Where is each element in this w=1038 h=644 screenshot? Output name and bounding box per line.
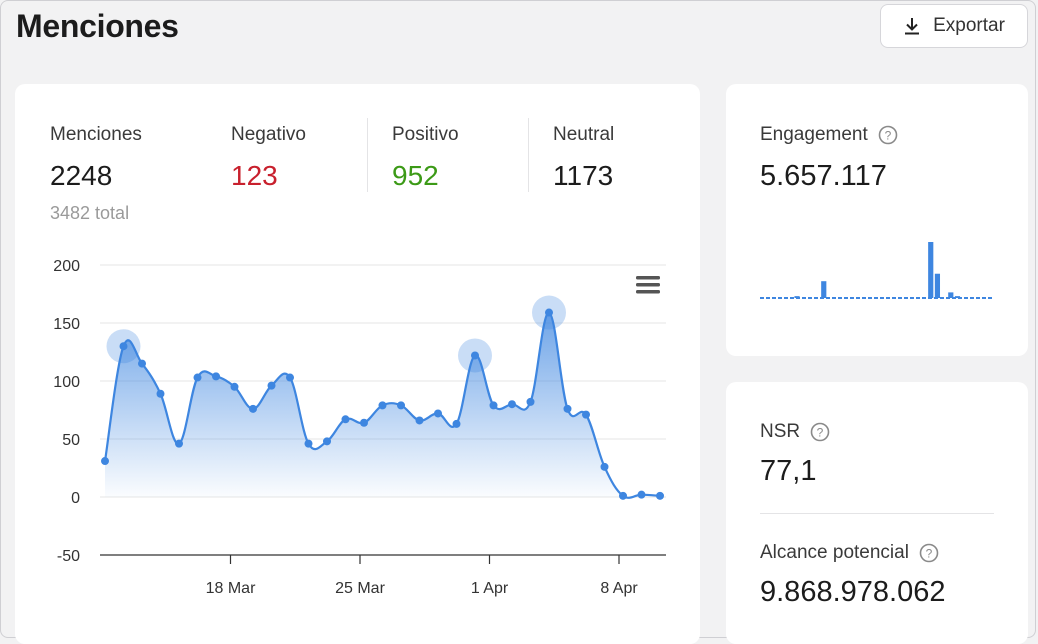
download-icon [905, 18, 920, 35]
data-point[interactable] [434, 409, 442, 418]
y-tick-label: 150 [53, 316, 80, 333]
data-point[interactable] [508, 400, 516, 409]
stat-positivo-label: Positivo [392, 124, 459, 145]
data-point[interactable] [582, 410, 590, 419]
nsr-label-row: NSR ? [760, 421, 830, 443]
data-point[interactable] [193, 373, 202, 382]
data-point[interactable] [360, 418, 368, 427]
stat-negativo: Negativo 123 [231, 124, 306, 192]
nsr-value: 77,1 [760, 455, 817, 487]
data-point[interactable] [637, 490, 646, 499]
data-point[interactable] [304, 439, 313, 448]
svg-text:?: ? [926, 547, 933, 561]
stat-divider [528, 118, 529, 192]
y-tick-label: -50 [57, 548, 80, 565]
engagement-sparkline [760, 242, 994, 299]
engagement-card [726, 84, 1028, 356]
data-point[interactable] [286, 373, 294, 382]
data-point[interactable] [397, 401, 405, 410]
data-point[interactable] [526, 397, 535, 406]
engagement-label-row: Engagement ? [760, 124, 898, 146]
svg-text:?: ? [817, 426, 824, 440]
data-point[interactable] [656, 491, 664, 500]
alcance-value: 9.868.978.062 [760, 576, 946, 608]
data-point[interactable] [619, 491, 627, 500]
stat-divider [367, 118, 368, 192]
x-tick-label: 8 Apr [600, 580, 638, 597]
data-point[interactable] [175, 439, 183, 448]
total-mentions-note: 3482 total [50, 203, 130, 223]
page-title: Menciones [16, 8, 179, 44]
data-point[interactable] [323, 437, 331, 446]
stat-neutral-value: 1173 [553, 160, 614, 191]
engagement-label: Engagement [760, 124, 868, 145]
data-point[interactable] [249, 404, 257, 413]
sparkline-bar [928, 242, 934, 298]
data-point[interactable] [415, 416, 424, 425]
stat-negativo-label: Negativo [231, 124, 306, 145]
alcance-label-row: Alcance potencial ? [760, 542, 939, 564]
data-point[interactable] [563, 404, 572, 413]
data-point[interactable] [452, 419, 461, 428]
stat-negativo-value: 123 [231, 160, 278, 191]
data-point[interactable] [156, 389, 165, 398]
stat-neutral: Neutral 1173 [553, 124, 614, 192]
data-point[interactable] [267, 381, 276, 390]
export-button[interactable]: Exportar [880, 4, 1028, 48]
export-label: Exportar [933, 15, 1005, 36]
data-point[interactable] [378, 401, 387, 410]
data-point[interactable] [101, 457, 109, 466]
sparkline-bar [794, 296, 800, 298]
sparkline-bar [948, 292, 954, 298]
stat-menciones: Menciones 2248 [50, 124, 142, 192]
stat-neutral-label: Neutral [553, 124, 615, 145]
sparkline-bar [821, 281, 827, 298]
data-point[interactable] [212, 372, 220, 381]
nsr-label: NSR [760, 421, 801, 442]
stat-menciones-value: 2248 [50, 160, 113, 191]
y-tick-label: 50 [62, 432, 80, 449]
data-point[interactable] [138, 359, 146, 368]
help-icon[interactable]: ? [919, 543, 939, 563]
series-area [105, 312, 660, 498]
alcance-label: Alcance potencial [760, 542, 909, 563]
stat-menciones-label: Menciones [50, 124, 142, 145]
divider [760, 513, 994, 514]
chart-menu-icon[interactable] [636, 276, 660, 294]
data-point[interactable] [600, 462, 609, 471]
svg-text:?: ? [884, 129, 891, 143]
sparkline-bar [934, 273, 941, 298]
help-icon[interactable]: ? [810, 422, 830, 442]
help-icon[interactable]: ? [878, 125, 898, 145]
data-point[interactable] [230, 382, 239, 391]
x-tick-label: 1 Apr [471, 580, 509, 597]
x-tick-label: 25 Mar [335, 580, 385, 597]
engagement-value: 5.657.117 [760, 160, 887, 192]
data-point[interactable] [119, 342, 128, 351]
sparkline-bar [954, 296, 961, 298]
stat-positivo-value: 952 [392, 160, 439, 191]
data-point[interactable] [471, 351, 479, 360]
y-tick-label: 200 [53, 258, 80, 275]
data-point[interactable] [489, 401, 498, 410]
data-point[interactable] [545, 308, 553, 317]
y-tick-label: 100 [53, 374, 80, 391]
x-tick-label: 18 Mar [206, 580, 256, 597]
stat-positivo: Positivo 952 [392, 124, 459, 192]
y-tick-label: 0 [71, 490, 80, 507]
data-point[interactable] [341, 415, 350, 424]
